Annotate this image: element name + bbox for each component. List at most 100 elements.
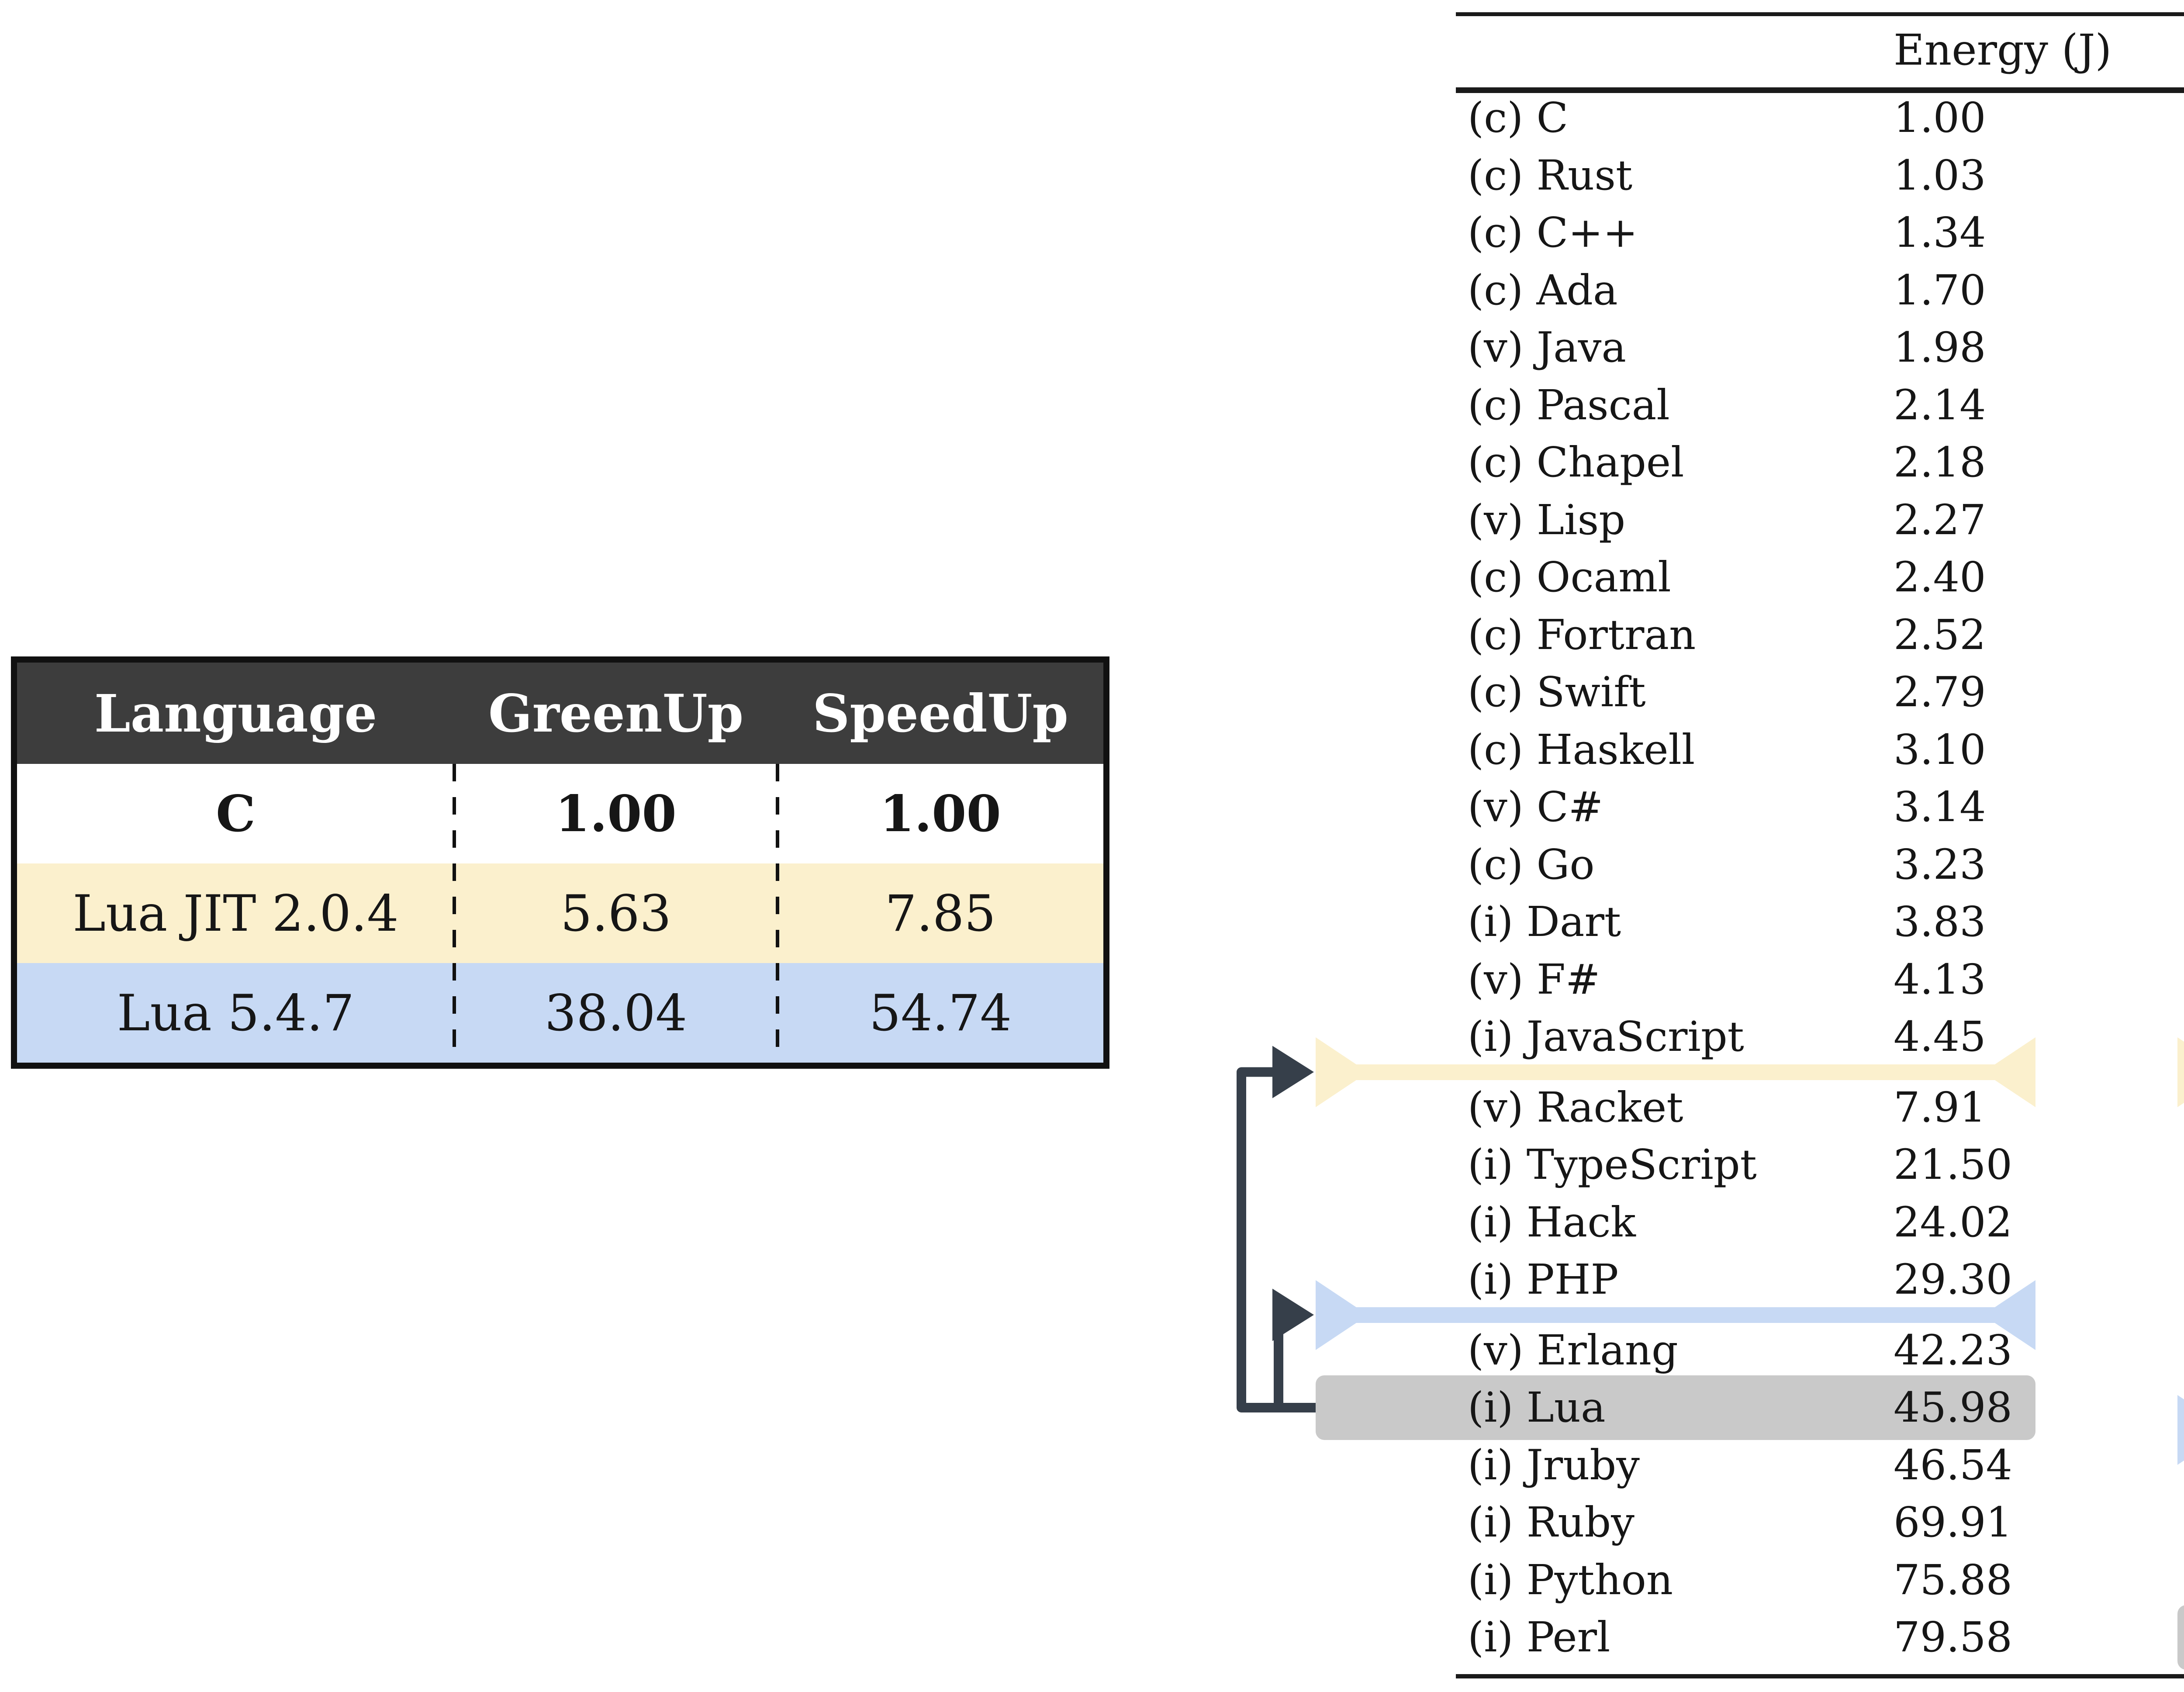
list-item: (v) F# 4.13: [1316, 951, 2035, 1008]
insertion-marker-yellow: [1316, 1037, 2035, 1107]
list-item-label: (i) Dart: [1468, 898, 1621, 946]
summary-row-lua547: Lua 5.4.7 38.04 54.74: [17, 963, 1103, 1063]
list-item: (c) C++ 1.34: [1316, 204, 2035, 262]
list-item: (i) Dart 3.83: [1316, 893, 2035, 951]
list-item-value: 45.98: [1894, 1384, 2012, 1432]
list-item: (i) Hack 24.02: [1316, 1194, 2035, 1251]
list-item-label: (v) F#: [1468, 955, 1600, 1004]
list-item-label: (c) Fortran: [1468, 611, 1696, 659]
marker-left-flare-icon: [2177, 1037, 2184, 1107]
table-top-rule: [1456, 12, 2184, 16]
list-item-value: 3.23: [1894, 840, 1986, 889]
list-item-label: (c) Swift: [1468, 668, 1646, 716]
list-item-label: (i) Jruby: [1468, 1441, 1640, 1489]
table-bottom-rule: [1456, 1674, 2184, 1678]
marker-band: [1316, 1307, 2035, 1323]
list-item-label: (i) TypeScript: [1468, 1141, 1757, 1189]
list-item: (c) Haskell 3.10: [1316, 721, 2035, 779]
list-item-value: 79.58: [1894, 1613, 2012, 1661]
summary-row-luajit: Lua JIT 2.0.4 5.63 7.85: [17, 863, 1103, 963]
table-header-rule: [1456, 87, 2184, 93]
list-item-label: (v) Java: [1468, 324, 1627, 372]
list-item-value: 69.91: [1894, 1499, 2012, 1547]
summary-cell-greenup: 5.63: [560, 884, 671, 943]
list-item-label: (c) Pascal: [1468, 381, 1670, 429]
list-item-value: 1.70: [1894, 266, 1986, 314]
list-item: (c) Chapel 2.18: [1316, 434, 2035, 491]
list-item-label: (c) Go: [1468, 840, 1595, 889]
list-item-label: (c) Ocaml: [1468, 553, 1671, 601]
list-item-label: (v) Lisp: [1468, 496, 1626, 544]
list-item-label: (c) Rust: [1468, 151, 1633, 200]
list-item: (i) Python 75.88: [1316, 1551, 2035, 1609]
summary-cell-speedup: 1.00: [880, 784, 1001, 843]
list-item-value: 75.88: [1894, 1556, 2012, 1604]
list-item-label: (v) Racket: [1468, 1083, 1683, 1132]
list-item: (i) Jruby 46.54: [1316, 1436, 2035, 1494]
list-item-label: (i) JavaScript: [1468, 1013, 1744, 1061]
summary-cell-language: C: [216, 784, 256, 843]
summary-cell-language: Lua 5.4.7: [117, 984, 355, 1042]
list-item-value: 2.40: [1894, 553, 1986, 601]
arrowhead-right-icon: [1272, 1046, 1314, 1098]
list-item-value: 7.91: [1894, 1083, 1986, 1132]
list-item-highlight: [2177, 1605, 2184, 1670]
list-item: (i) TypeScript 21.50: [1316, 1136, 2035, 1194]
insertion-marker-blue: [2177, 1395, 2184, 1465]
connector-line: [1274, 1315, 1316, 1412]
list-item-label: (i) Hack: [1468, 1198, 1636, 1247]
list-item: (i) Ruby 69.91: [1316, 1494, 2035, 1551]
list-item: (c) Ocaml 2.40: [1316, 549, 2035, 606]
list-item: (v) Erlang 42.23: [1316, 1322, 2035, 1379]
list-item-value: 1.98: [1894, 324, 1986, 372]
marker-left-flare-icon: [1316, 1280, 1368, 1350]
list-item-value: 21.50: [1894, 1141, 2012, 1189]
list-item-label: (i) Ruby: [1468, 1499, 1635, 1547]
summary-cell-greenup: 1.00: [555, 784, 677, 843]
summary-table: Language GreenUp SpeedUp C 1.00 1.00 Lua…: [11, 656, 1109, 1069]
marker-right-flare-icon: [1983, 1280, 2035, 1350]
list-item-label: (c) Chapel: [1468, 439, 1684, 487]
list-item: (v) Racket 7.91: [1316, 1079, 2035, 1136]
list-item: (c) Swift 2.79: [1316, 663, 2035, 721]
summary-cell-speedup: 54.74: [869, 984, 1012, 1042]
column-header-greenup: GreenUp: [488, 683, 744, 744]
list-item-label: (i) Lua: [1468, 1384, 1606, 1432]
summary-cell-language: Lua JIT 2.0.4: [73, 884, 399, 943]
column-header-speedup: SpeedUp: [812, 683, 1068, 744]
list-item-label: (v) Erlang: [1468, 1326, 1678, 1374]
list-item-label: (c) C: [1468, 94, 1569, 142]
list-item: (i) Lua 45.98: [1316, 1379, 2035, 1436]
list-item-value: 1.03: [1894, 151, 1986, 200]
arrowhead-right-icon: [1272, 1288, 1314, 1341]
insertion-marker-yellow: [2177, 1037, 2184, 1107]
summary-table-header: Language GreenUp SpeedUp: [17, 663, 1103, 764]
list-item-value: 3.14: [1894, 783, 1986, 831]
summary-cell-greenup: 38.04: [544, 984, 688, 1042]
list-item: (c) Ada 1.70: [1316, 262, 2035, 319]
list-item-label: (i) PHP: [1468, 1256, 1619, 1304]
list-item: (i) Perl 79.58: [1316, 1609, 2035, 1666]
list-item: (v) Lisp 2.27: [1316, 491, 2035, 549]
list-item-label: (c) C++: [1468, 209, 1638, 257]
column-header-language: Language: [94, 683, 377, 744]
insertion-marker-blue: [1316, 1280, 2035, 1350]
list-item-value: 1.34: [1894, 209, 1986, 257]
list-item: (c) C 1.00: [1316, 89, 2035, 147]
list-item: (i) JavaScript 4.45: [1316, 1008, 2035, 1066]
marker-right-flare-icon: [1983, 1037, 2035, 1107]
list-item-value: 4.45: [1894, 1013, 1986, 1061]
list-item-label: (i) Perl: [1468, 1613, 1610, 1661]
list-item-label: (c) Ada: [1468, 266, 1618, 314]
list-item: (c) Pascal 2.14: [1316, 376, 2035, 434]
list-item: (c) Go 3.23: [1316, 836, 2035, 894]
list-item-value: 2.18: [1894, 439, 1986, 487]
list-item: (c) Rust 1.03: [1316, 147, 2035, 204]
marker-left-flare-icon: [1316, 1037, 1368, 1107]
list-item-value: 2.27: [1894, 496, 1986, 544]
dashed-column-separator: [776, 764, 779, 1063]
summary-row-c: C 1.00 1.00: [17, 764, 1103, 863]
list-item: (v) Java 1.98: [1316, 319, 2035, 376]
